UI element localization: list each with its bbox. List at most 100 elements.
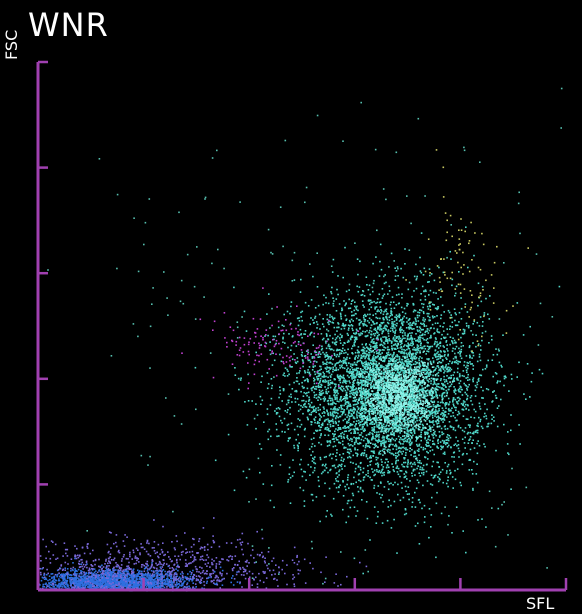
data-point xyxy=(451,407,453,409)
data-point xyxy=(355,332,358,335)
data-point xyxy=(416,351,419,354)
data-point xyxy=(369,327,372,329)
data-point xyxy=(394,279,397,281)
data-point xyxy=(412,341,414,343)
data-point xyxy=(361,452,364,454)
data-point xyxy=(424,348,427,350)
data-point xyxy=(386,321,389,324)
data-point xyxy=(325,515,327,518)
data-point xyxy=(492,416,495,418)
data-point xyxy=(440,317,442,320)
data-point xyxy=(321,392,323,395)
data-point xyxy=(360,360,363,363)
data-point xyxy=(299,408,302,411)
data-point xyxy=(397,343,400,346)
data-point xyxy=(511,378,513,380)
data-point xyxy=(353,506,356,508)
data-point xyxy=(399,319,402,322)
data-point xyxy=(472,377,475,379)
data-point xyxy=(361,332,363,335)
data-point xyxy=(395,363,398,365)
data-point xyxy=(405,340,407,342)
data-point xyxy=(339,398,342,401)
data-point xyxy=(387,346,389,348)
data-point xyxy=(379,386,381,389)
data-point xyxy=(430,400,432,402)
data-point xyxy=(373,393,375,395)
data-point xyxy=(510,373,513,376)
data-point xyxy=(328,372,331,374)
data-point xyxy=(324,363,327,365)
data-point xyxy=(398,356,401,358)
data-point xyxy=(402,355,404,358)
data-point xyxy=(398,379,401,381)
data-point xyxy=(233,489,236,492)
data-point xyxy=(372,342,374,344)
data-point xyxy=(374,306,376,309)
data-point xyxy=(437,298,439,300)
data-point xyxy=(510,488,512,490)
data-point xyxy=(389,357,391,359)
data-point xyxy=(319,414,321,417)
data-point xyxy=(331,465,334,467)
data-point xyxy=(353,385,355,387)
data-point xyxy=(445,386,447,388)
data-point xyxy=(455,313,457,316)
data-point xyxy=(277,326,280,329)
data-point xyxy=(378,427,380,430)
data-point xyxy=(451,350,454,352)
data-point xyxy=(472,354,475,357)
data-point xyxy=(416,459,419,462)
data-point xyxy=(313,380,315,382)
data-point xyxy=(350,336,352,339)
data-point xyxy=(319,520,321,523)
data-point xyxy=(446,427,449,430)
data-point xyxy=(343,357,345,359)
data-point xyxy=(330,414,332,417)
data-point xyxy=(402,335,404,337)
data-point xyxy=(313,437,315,439)
data-point xyxy=(319,456,322,459)
data-point xyxy=(486,425,488,428)
data-point xyxy=(338,400,340,403)
data-point xyxy=(396,358,398,361)
data-point xyxy=(388,319,391,322)
data-point xyxy=(316,430,318,432)
data-point xyxy=(422,446,425,449)
data-point xyxy=(361,373,363,375)
data-point xyxy=(421,467,424,469)
data-point xyxy=(344,342,346,345)
data-point xyxy=(332,420,334,423)
data-point xyxy=(346,420,348,423)
data-point xyxy=(372,356,374,358)
data-point xyxy=(347,307,350,310)
data-point xyxy=(481,518,483,520)
data-point xyxy=(368,419,371,421)
data-point xyxy=(444,425,446,427)
data-point xyxy=(384,367,386,370)
data-point xyxy=(284,431,286,433)
data-point xyxy=(450,374,452,377)
data-point xyxy=(427,429,429,431)
data-point xyxy=(340,437,343,439)
data-point xyxy=(444,428,447,430)
data-point xyxy=(413,355,415,358)
data-point xyxy=(441,355,444,358)
data-point xyxy=(380,443,383,446)
data-point xyxy=(425,405,427,407)
data-point xyxy=(448,385,451,388)
data-point xyxy=(388,357,390,360)
data-point xyxy=(334,363,337,366)
data-point xyxy=(468,325,470,327)
data-point xyxy=(505,376,507,379)
data-point xyxy=(359,260,361,263)
data-point xyxy=(393,427,395,430)
data-point xyxy=(430,405,433,408)
data-point xyxy=(483,443,485,445)
data-point xyxy=(370,457,372,459)
data-point xyxy=(313,461,315,464)
data-point xyxy=(449,377,452,380)
data-point xyxy=(378,301,381,304)
data-point xyxy=(442,445,444,448)
data-point xyxy=(472,487,474,490)
